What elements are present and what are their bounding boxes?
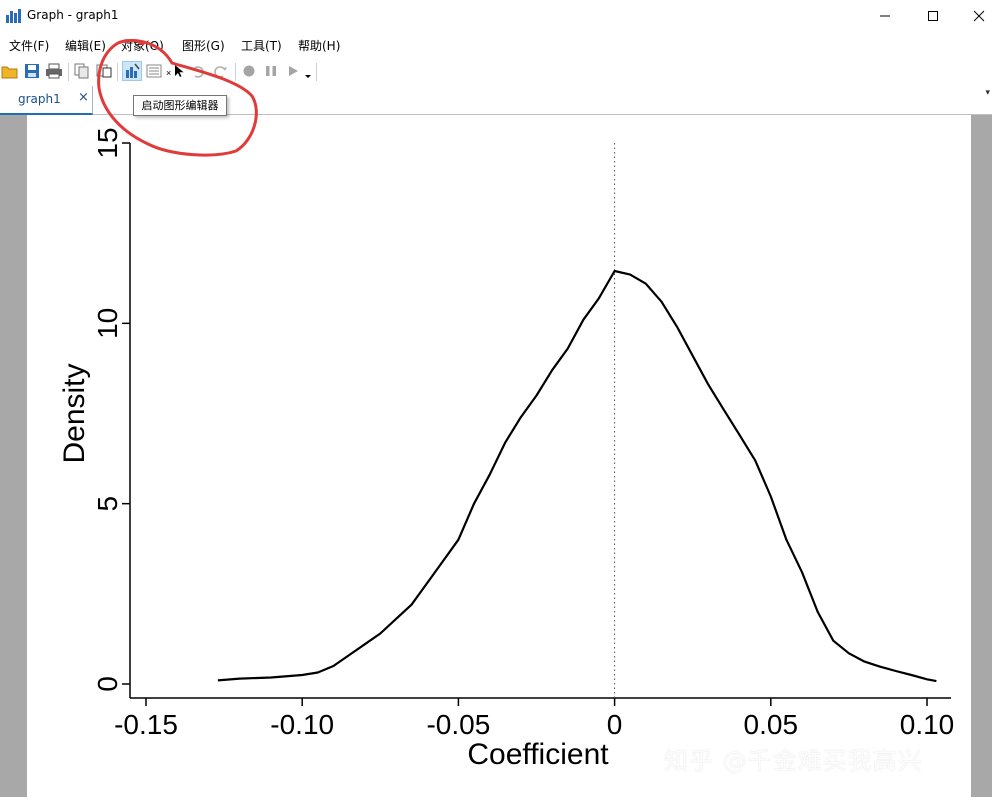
x-tick-label: -0.05 bbox=[426, 709, 490, 740]
x-tick-label: 0.05 bbox=[744, 709, 799, 740]
tab-graph1[interactable]: graph1 × bbox=[0, 86, 93, 115]
graph-window: 0 5 10 15 -0.15 -0.10 -0.05 0 0.05 0.10 Coefficien… bbox=[0, 115, 992, 797]
pointer-icon[interactable]: × bbox=[166, 62, 184, 80]
plot-panel: 0 5 10 15 -0.15 -0.10 -0.05 0 0.05 0.10 Coefficien… bbox=[27, 115, 971, 797]
graph-editor-tooltip: 启动图形编辑器 bbox=[133, 95, 227, 116]
menu-edit[interactable]: 编辑(E) bbox=[65, 39, 106, 53]
svg-text:×: × bbox=[166, 68, 171, 78]
tab-list-dropdown-icon[interactable]: ▾ bbox=[985, 88, 990, 98]
undo-icon[interactable] bbox=[189, 62, 207, 80]
x-tick-label: -0.10 bbox=[270, 709, 334, 740]
tab-label: graph1 bbox=[18, 92, 61, 106]
toolbar-separator bbox=[316, 63, 317, 81]
y-tick-label: 0 bbox=[92, 676, 123, 692]
graph-app-icon bbox=[6, 8, 21, 23]
toolbar-separator bbox=[117, 63, 118, 81]
menu-graph[interactable]: 图形(G) bbox=[182, 39, 225, 53]
close-button[interactable] bbox=[956, 0, 992, 31]
maximize-button[interactable] bbox=[910, 0, 956, 31]
pause-icon[interactable] bbox=[262, 62, 280, 80]
play-icon[interactable] bbox=[284, 62, 302, 80]
menu-file[interactable]: 文件(F) bbox=[9, 39, 50, 53]
y-tick-label: 5 bbox=[92, 496, 123, 512]
chevron-down-icon[interactable] bbox=[302, 62, 314, 80]
density-curve bbox=[217, 269, 937, 683]
x-tick-label: 0 bbox=[607, 709, 623, 740]
print-icon[interactable] bbox=[45, 62, 63, 80]
open-icon[interactable] bbox=[1, 62, 19, 80]
menu-tools[interactable]: 工具(T) bbox=[241, 39, 282, 53]
toolbar: × bbox=[0, 59, 992, 85]
y-axis-title: Density bbox=[58, 363, 91, 463]
minimize-button[interactable] bbox=[862, 0, 908, 31]
save-icon[interactable] bbox=[23, 62, 41, 80]
title-bar: Graph - graph1 bbox=[0, 0, 992, 31]
graph-editor-icon[interactable] bbox=[122, 61, 142, 81]
copy-table-icon[interactable] bbox=[95, 62, 113, 80]
redo-icon[interactable] bbox=[211, 62, 229, 80]
y-tick-label: 15 bbox=[92, 127, 123, 158]
zhihu-watermark: 知乎 @千金难买我高兴 bbox=[664, 747, 923, 775]
menu-help[interactable]: 帮助(H) bbox=[298, 39, 341, 53]
y-tick-label: 10 bbox=[92, 308, 123, 339]
x-tick-label: 0.10 bbox=[900, 709, 955, 740]
window-title: Graph - graph1 bbox=[27, 8, 119, 22]
toolbar-separator bbox=[68, 63, 69, 81]
x-tick-label: -0.15 bbox=[114, 709, 178, 740]
menu-bar: 文件(F) 编辑(E) 对象(O) 图形(G) 工具(T) 帮助(H) bbox=[0, 34, 992, 56]
toolbar-separator bbox=[235, 63, 236, 81]
copy-icon[interactable] bbox=[73, 62, 91, 80]
density-chart: 0 5 10 15 -0.15 -0.10 -0.05 0 0.05 0.10 Coefficien… bbox=[58, 127, 955, 771]
menu-object[interactable]: 对象(O) bbox=[121, 39, 164, 53]
record-icon[interactable] bbox=[240, 62, 258, 80]
tab-close-button[interactable]: × bbox=[78, 90, 89, 105]
properties-icon[interactable] bbox=[145, 62, 163, 80]
x-axis-title: Coefficient bbox=[467, 738, 609, 771]
